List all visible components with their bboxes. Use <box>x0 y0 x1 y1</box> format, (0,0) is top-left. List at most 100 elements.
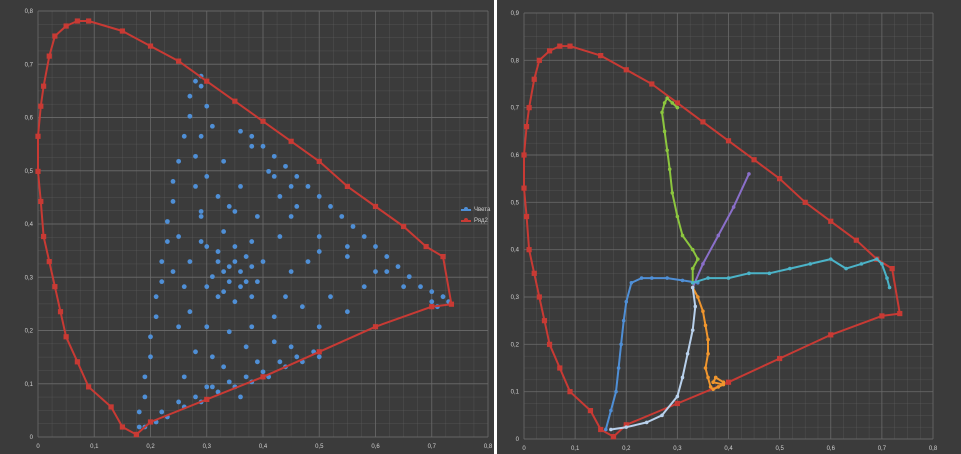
data-point <box>271 314 277 320</box>
data-point <box>198 239 204 244</box>
y-tick-label: 0,4 <box>25 222 34 228</box>
data-point <box>344 244 350 249</box>
locus-marker <box>38 198 44 205</box>
data-point <box>243 254 249 259</box>
data-point <box>418 284 423 290</box>
locus-marker <box>536 57 542 63</box>
data-point <box>406 274 412 280</box>
data-point <box>708 385 713 389</box>
data-point <box>221 229 227 234</box>
data-point <box>226 204 232 209</box>
y-tick-label: 0,7 <box>25 62 34 68</box>
x-tick-label: 0 <box>36 444 40 450</box>
locus-marker <box>531 270 537 276</box>
locus-marker <box>546 48 553 54</box>
x-tick-label: 0,3 <box>673 446 682 452</box>
data-point <box>690 266 695 271</box>
series-Ряд <box>521 43 903 440</box>
x-tick-label: 0,1 <box>571 446 580 452</box>
locus-marker <box>147 419 154 425</box>
data-point <box>187 93 193 99</box>
y-tick-label: 0,1 <box>25 382 34 388</box>
data-point <box>260 369 266 375</box>
data-point <box>690 247 695 252</box>
data-point <box>204 173 210 179</box>
y-tick-label: 0,5 <box>511 200 520 206</box>
data-point <box>706 276 710 280</box>
data-point <box>232 259 238 264</box>
locus-marker <box>828 218 834 224</box>
data-point <box>238 284 243 290</box>
locus-marker <box>674 100 680 106</box>
locus-marker <box>879 313 885 319</box>
data-point <box>373 269 378 275</box>
series-Чвета <box>136 73 452 430</box>
data-point <box>731 205 736 209</box>
locus-marker <box>828 332 834 338</box>
data-point <box>243 279 249 285</box>
data-point <box>696 295 700 299</box>
data-point <box>316 234 322 239</box>
locus-marker <box>423 243 429 250</box>
data-point <box>696 257 700 261</box>
data-point <box>249 133 255 139</box>
series-19 <box>690 285 726 392</box>
locus-marker <box>623 422 629 428</box>
data-point <box>243 374 249 380</box>
data-point <box>767 271 772 276</box>
locus-marker <box>316 158 322 164</box>
locus-marker <box>74 359 80 365</box>
data-point <box>706 352 710 356</box>
series-20 <box>609 285 698 432</box>
data-point <box>153 294 159 300</box>
locus-marker <box>521 185 527 191</box>
data-point <box>187 259 193 264</box>
data-point <box>401 284 407 290</box>
data-point <box>215 389 221 395</box>
locus-marker <box>700 119 706 125</box>
data-point <box>384 254 390 259</box>
data-point <box>667 167 672 171</box>
data-point <box>316 249 322 254</box>
data-point <box>204 384 210 390</box>
locus-marker <box>176 58 182 64</box>
locus-marker <box>557 43 563 49</box>
locus-marker <box>526 105 532 111</box>
data-point <box>226 279 232 285</box>
locus-marker <box>526 247 532 253</box>
data-point <box>713 375 718 380</box>
data-point <box>148 354 153 360</box>
locus-marker <box>260 374 266 380</box>
locus-marker <box>372 324 379 330</box>
data-point <box>136 409 142 415</box>
series-17 <box>690 172 751 290</box>
data-point <box>373 244 378 249</box>
locus-marker <box>610 434 617 440</box>
locus-marker <box>429 304 435 310</box>
data-point <box>148 334 153 340</box>
data-point <box>316 324 322 330</box>
y-tick-label: 0,6 <box>25 116 34 122</box>
locus-marker <box>777 355 783 362</box>
data-point <box>226 329 232 335</box>
data-point <box>198 83 204 89</box>
data-point <box>429 289 435 295</box>
data-point <box>665 276 669 280</box>
data-point <box>249 294 255 300</box>
data-point <box>209 123 215 129</box>
data-point <box>176 399 182 405</box>
locus-marker <box>86 18 92 24</box>
data-point <box>271 339 277 345</box>
data-point <box>670 191 675 195</box>
data-point <box>193 394 198 400</box>
data-point <box>609 427 613 432</box>
data-point <box>662 101 667 105</box>
data-point <box>221 158 227 164</box>
locus-marker <box>567 389 573 395</box>
data-point <box>254 359 260 365</box>
data-point <box>159 279 165 285</box>
locus-marker <box>35 133 41 139</box>
locus-marker <box>35 168 41 174</box>
data-point <box>142 394 148 400</box>
x-tick-label: 0,8 <box>484 444 493 450</box>
